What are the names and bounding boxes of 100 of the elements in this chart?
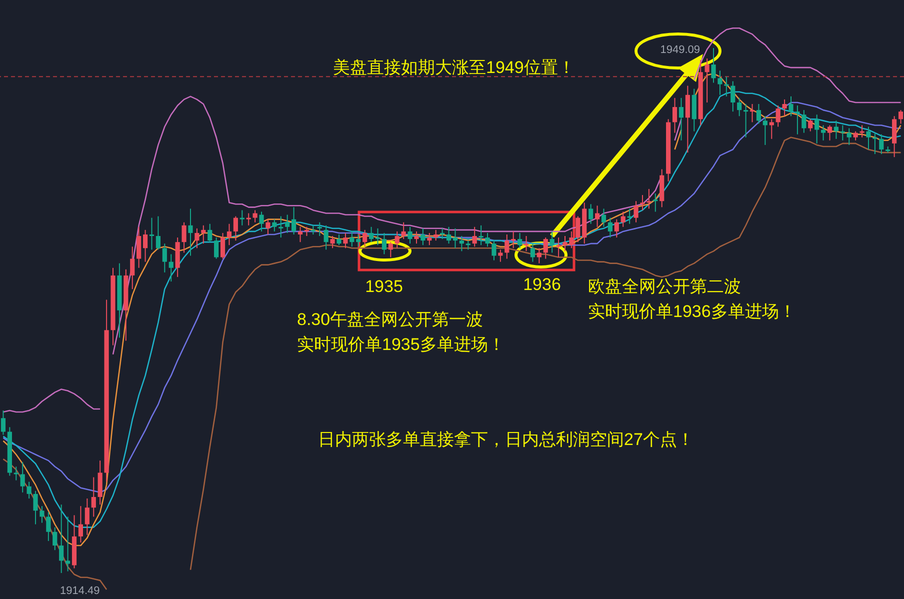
candlestick <box>678 97 684 141</box>
candlestick <box>182 222 186 254</box>
candlestick <box>769 118 774 140</box>
candlestick <box>518 232 522 249</box>
annotation: 1936 <box>523 275 561 294</box>
candlestick <box>46 512 51 542</box>
annotation: 日内两张多单直接拿下，日内总利润空间27个点！ <box>318 430 694 449</box>
candlestick <box>478 224 484 246</box>
candlestick <box>898 110 904 124</box>
candlestick <box>0 410 6 436</box>
candlestick <box>162 243 167 273</box>
annotation: 美盘直接如期大涨至1949位置！ <box>333 58 575 77</box>
candlestick <box>278 216 284 238</box>
candlestick <box>756 103 762 124</box>
annotation: 1949.09 <box>660 44 700 56</box>
candlestick <box>524 236 529 252</box>
candlestick <box>750 103 755 123</box>
candlestick <box>614 218 619 238</box>
candlestick <box>310 224 316 235</box>
candlestick <box>375 228 380 246</box>
candlestick <box>744 103 748 138</box>
candlestick <box>685 85 690 154</box>
candlestick <box>711 48 716 84</box>
candlestick <box>201 224 206 244</box>
candlestick <box>724 76 729 97</box>
candlestick <box>627 208 632 224</box>
candlestick <box>576 216 580 243</box>
candlestick <box>272 218 277 232</box>
candlestick <box>59 504 64 574</box>
candlestick <box>414 230 419 244</box>
candlestick <box>304 226 310 236</box>
candlestick <box>504 234 510 260</box>
candlestick <box>782 98 787 117</box>
candlestick <box>259 211 264 232</box>
candlestick <box>356 234 361 248</box>
candlestick <box>776 105 780 128</box>
candlestick <box>653 193 658 212</box>
candlestick <box>233 216 238 242</box>
candlestick <box>866 126 871 150</box>
candlestick <box>220 232 226 260</box>
candlestick <box>226 223 232 246</box>
candlestick <box>485 232 490 248</box>
candlestick <box>556 237 561 258</box>
candlestick <box>452 228 458 249</box>
candlestick <box>350 230 354 248</box>
candlestick <box>240 210 244 226</box>
text: 1914.49 <box>60 585 100 597</box>
candlestick <box>298 226 303 243</box>
candlestick <box>26 481 32 499</box>
candlestick <box>718 70 722 96</box>
candlestick <box>472 226 477 248</box>
candlestick <box>840 124 845 141</box>
candlestick <box>91 476 96 518</box>
candlestick <box>820 124 826 141</box>
candlestick <box>834 120 838 140</box>
candlestick <box>646 188 652 210</box>
candlestick <box>550 230 554 254</box>
candlestick <box>14 466 18 481</box>
candlestick <box>292 206 296 235</box>
candlestick <box>827 124 832 141</box>
candlestick <box>194 228 200 249</box>
candlestick <box>608 217 612 238</box>
candlestick <box>459 236 464 252</box>
candlestick <box>343 232 348 249</box>
candlestick <box>440 228 445 240</box>
candlestick <box>427 232 432 246</box>
candlestick <box>252 210 258 223</box>
candlestick <box>788 96 794 117</box>
candlestick <box>511 230 516 249</box>
candlestick <box>802 110 806 134</box>
candlestick <box>762 116 768 146</box>
candlestick <box>208 223 212 243</box>
candlestick <box>530 243 536 262</box>
candlestick <box>795 105 800 135</box>
candlestick <box>634 200 638 223</box>
candlestick <box>492 240 496 261</box>
candlestick <box>730 80 736 112</box>
candlestick <box>130 246 135 290</box>
candlestick <box>420 228 426 246</box>
candlestick <box>368 226 374 243</box>
candlestick <box>808 118 813 132</box>
candlestick <box>860 124 864 138</box>
candlestick <box>362 229 368 248</box>
candlestick <box>853 130 858 141</box>
candlestick <box>188 208 193 256</box>
candlestick <box>149 217 154 250</box>
annotation: 欧盘全网公开第二波 <box>588 277 741 296</box>
candlestick <box>388 242 393 258</box>
candlestick <box>330 236 335 249</box>
candlestick <box>142 229 148 262</box>
candlestick <box>536 248 542 264</box>
candlestick <box>168 254 174 282</box>
annotation: 8.30午盘全网公开第一波 <box>297 310 484 329</box>
candlestick <box>246 212 251 226</box>
candlestick <box>737 97 742 117</box>
candlestick <box>543 237 548 260</box>
candlestick <box>846 128 852 146</box>
candlestick <box>394 230 400 249</box>
candlestick <box>317 222 322 236</box>
candlestick <box>498 249 503 262</box>
